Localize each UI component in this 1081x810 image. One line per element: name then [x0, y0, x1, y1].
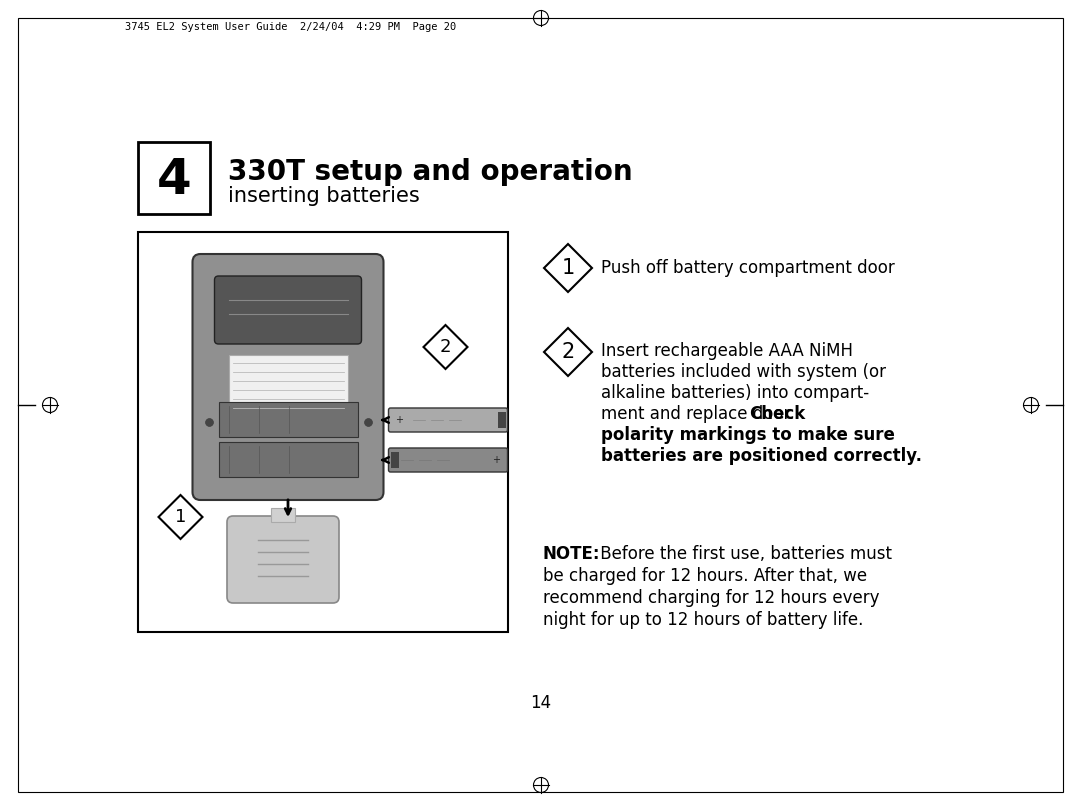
Text: 1: 1 — [561, 258, 575, 278]
Polygon shape — [544, 328, 592, 376]
FancyBboxPatch shape — [192, 254, 384, 500]
Bar — [218, 402, 358, 437]
Bar — [138, 142, 210, 214]
Bar — [218, 442, 358, 477]
Text: +: + — [493, 455, 501, 465]
Text: recommend charging for 12 hours every: recommend charging for 12 hours every — [543, 589, 880, 607]
Text: 2: 2 — [440, 338, 451, 356]
Text: Check: Check — [749, 405, 805, 423]
Text: alkaline batteries) into compart-: alkaline batteries) into compart- — [601, 384, 869, 402]
Text: 1: 1 — [175, 508, 186, 526]
Polygon shape — [159, 495, 202, 539]
Text: be charged for 12 hours. After that, we: be charged for 12 hours. After that, we — [543, 567, 867, 585]
Text: inserting batteries: inserting batteries — [228, 186, 419, 206]
Bar — [228, 355, 347, 420]
Bar — [138, 232, 508, 632]
Text: 2: 2 — [561, 342, 575, 362]
Bar — [390, 452, 399, 468]
Text: 14: 14 — [531, 694, 551, 712]
Bar — [497, 412, 506, 428]
FancyBboxPatch shape — [214, 276, 361, 344]
Text: +: + — [396, 415, 403, 425]
Text: polarity markings to make sure: polarity markings to make sure — [601, 426, 895, 444]
Text: Before the first use, batteries must: Before the first use, batteries must — [595, 545, 892, 563]
Text: NOTE:: NOTE: — [543, 545, 601, 563]
FancyBboxPatch shape — [388, 408, 507, 432]
Polygon shape — [544, 244, 592, 292]
Text: batteries are positioned correctly.: batteries are positioned correctly. — [601, 447, 922, 465]
Polygon shape — [424, 325, 467, 369]
Text: ment and replace door.: ment and replace door. — [601, 405, 799, 423]
Text: 4: 4 — [157, 156, 191, 204]
FancyBboxPatch shape — [388, 448, 507, 472]
Text: batteries included with system (or: batteries included with system (or — [601, 363, 886, 381]
Text: 3745 EL2 System User Guide  2/24/04  4:29 PM  Page 20: 3745 EL2 System User Guide 2/24/04 4:29 … — [125, 22, 456, 32]
FancyBboxPatch shape — [227, 516, 339, 603]
Text: 330T setup and operation: 330T setup and operation — [228, 158, 632, 186]
Text: Insert rechargeable AAA NiMH: Insert rechargeable AAA NiMH — [601, 342, 853, 360]
Bar — [271, 508, 295, 522]
Text: night for up to 12 hours of battery life.: night for up to 12 hours of battery life… — [543, 611, 864, 629]
Text: Push off battery compartment door: Push off battery compartment door — [601, 259, 895, 277]
